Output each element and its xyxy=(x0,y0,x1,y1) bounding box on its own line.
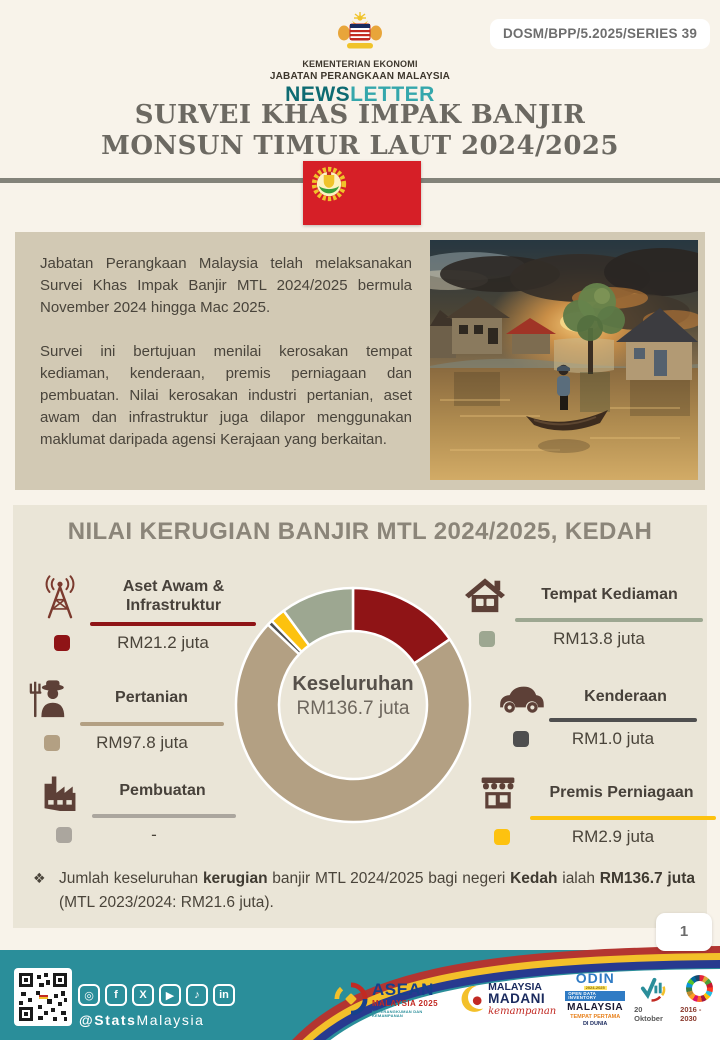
intro-paragraph-1: Jabatan Perangkaan Malaysia telah melaks… xyxy=(40,255,412,317)
legend-swatch xyxy=(494,828,510,845)
statistics-day-icon xyxy=(641,977,666,1002)
tiktok-icon[interactable]: ♪ xyxy=(186,984,208,1006)
legend-rule xyxy=(515,618,703,622)
legend-swatch xyxy=(44,734,60,751)
car-icon xyxy=(500,686,544,713)
legend-kenderaan: Kenderaan RM1.0 juta xyxy=(497,679,697,749)
legend-pembuatan: Pembuatan - xyxy=(40,771,236,845)
legend-swatch xyxy=(56,826,72,843)
asean-2025-logo: ASEAN MALAYSIA 2025 KETERANGKUMAN DAN KE… xyxy=(334,981,450,1018)
asean-swirl-icon xyxy=(334,982,368,1016)
flood-photo xyxy=(430,240,698,480)
ministry-name: KEMENTERIAN EKONOMI xyxy=(302,59,418,69)
intro-panel: Jabatan Perangkaan Malaysia telah melaks… xyxy=(15,232,705,490)
page-title: SURVEI KHAS IMPAK BANJIR MONSUN TIMUR LA… xyxy=(101,100,619,161)
signal-tower-icon xyxy=(45,575,75,619)
chart-title: NILAI KERUGIAN BANJIR MTL 2024/2025, KED… xyxy=(67,518,653,545)
legend-rule xyxy=(92,814,236,818)
x-icon[interactable]: X xyxy=(132,984,154,1006)
legend-swatch xyxy=(54,634,70,651)
legend-aset-awam: Aset Awam & Infrastruktur RM21.2 juta xyxy=(38,575,256,653)
donut-center-label: Keseluruhan RM136.7 juta xyxy=(292,673,414,719)
legend-premis-perniagaan: Premis Perniagaan RM2.9 juta xyxy=(478,773,716,847)
intro-paragraph-2: Survei ini bertujuan menilai kerosakan t… xyxy=(40,342,412,449)
department-name: JABATAN PERANGKAAN MALAYSIA xyxy=(269,71,451,82)
qr-code xyxy=(14,968,72,1026)
flood-scene-illustration xyxy=(430,240,698,480)
odin-logo: ODIN 2024-2025 OPEN DATA INVENTORY MALAY… xyxy=(565,969,626,1027)
legend-pertanian: Pertanian RM97.8 juta xyxy=(28,677,224,753)
legend-tempat-kediaman: Tempat Kediaman RM13.8 juta xyxy=(463,575,703,649)
intro-text: Jabatan Perangkaan Malaysia telah melaks… xyxy=(40,253,412,452)
donut-slice-tempat-kediaman xyxy=(282,586,355,647)
loss-chart-panel: NILAI KERUGIAN BANJIR MTL 2024/2025, KED… xyxy=(13,505,716,928)
linkedin-icon[interactable]: in xyxy=(213,984,235,1006)
bullet-marker: ❖ xyxy=(33,870,46,886)
instagram-icon[interactable]: ◎ xyxy=(78,984,100,1006)
factory-icon xyxy=(44,776,76,811)
statistics-day-logo: 20 Oktober xyxy=(634,975,671,1023)
kedah-flag xyxy=(303,161,421,225)
newsletter-wordmark: NEWSLETTER xyxy=(285,83,435,106)
farmer-icon xyxy=(29,680,65,718)
social-row: ◎ f X ▶ ♪ in xyxy=(78,984,235,1006)
donut-chart xyxy=(234,586,472,824)
facebook-icon[interactable]: f xyxy=(105,984,127,1006)
page-number-badge: 1 xyxy=(656,913,712,951)
madani-crescent-icon xyxy=(461,985,484,1012)
youtube-icon[interactable]: ▶ xyxy=(159,984,181,1006)
legend-swatch xyxy=(479,630,495,647)
donut-slice-pertanian xyxy=(234,623,472,824)
legend-rule xyxy=(80,722,224,726)
series-badge: DOSM/BPP/5.2025/SERIES 39 xyxy=(490,19,710,49)
malaysia-madani-logo: MALAYSIA MADANI kemampanan xyxy=(459,981,556,1017)
sdg-wheel-icon xyxy=(685,975,713,1002)
house-icon xyxy=(465,578,505,613)
masthead: KEMENTERIAN EKONOMI JABATAN PERANGKAAN M… xyxy=(0,12,720,107)
legend-swatch xyxy=(513,730,529,747)
kedah-crest-icon xyxy=(311,166,347,202)
footer: ◎ f X ▶ ♪ in @StatsMalaysia ASEAN MALAYS… xyxy=(0,940,720,1040)
legend-rule xyxy=(530,816,716,820)
summary-text: ❖ Jumlah keseluruhan kerugian banjir MTL… xyxy=(33,870,695,912)
legend-rule xyxy=(549,718,697,722)
sdg-logo: 2016 - 2030 xyxy=(680,975,718,1023)
store-icon xyxy=(481,777,515,809)
malaysia-coat-of-arms-icon xyxy=(338,12,382,49)
social-handle: @StatsMalaysia xyxy=(79,1012,205,1028)
legend-rule xyxy=(90,622,256,626)
partner-logo-strip: ASEAN MALAYSIA 2025 KETERANGKUMAN DAN KE… xyxy=(334,964,718,1034)
